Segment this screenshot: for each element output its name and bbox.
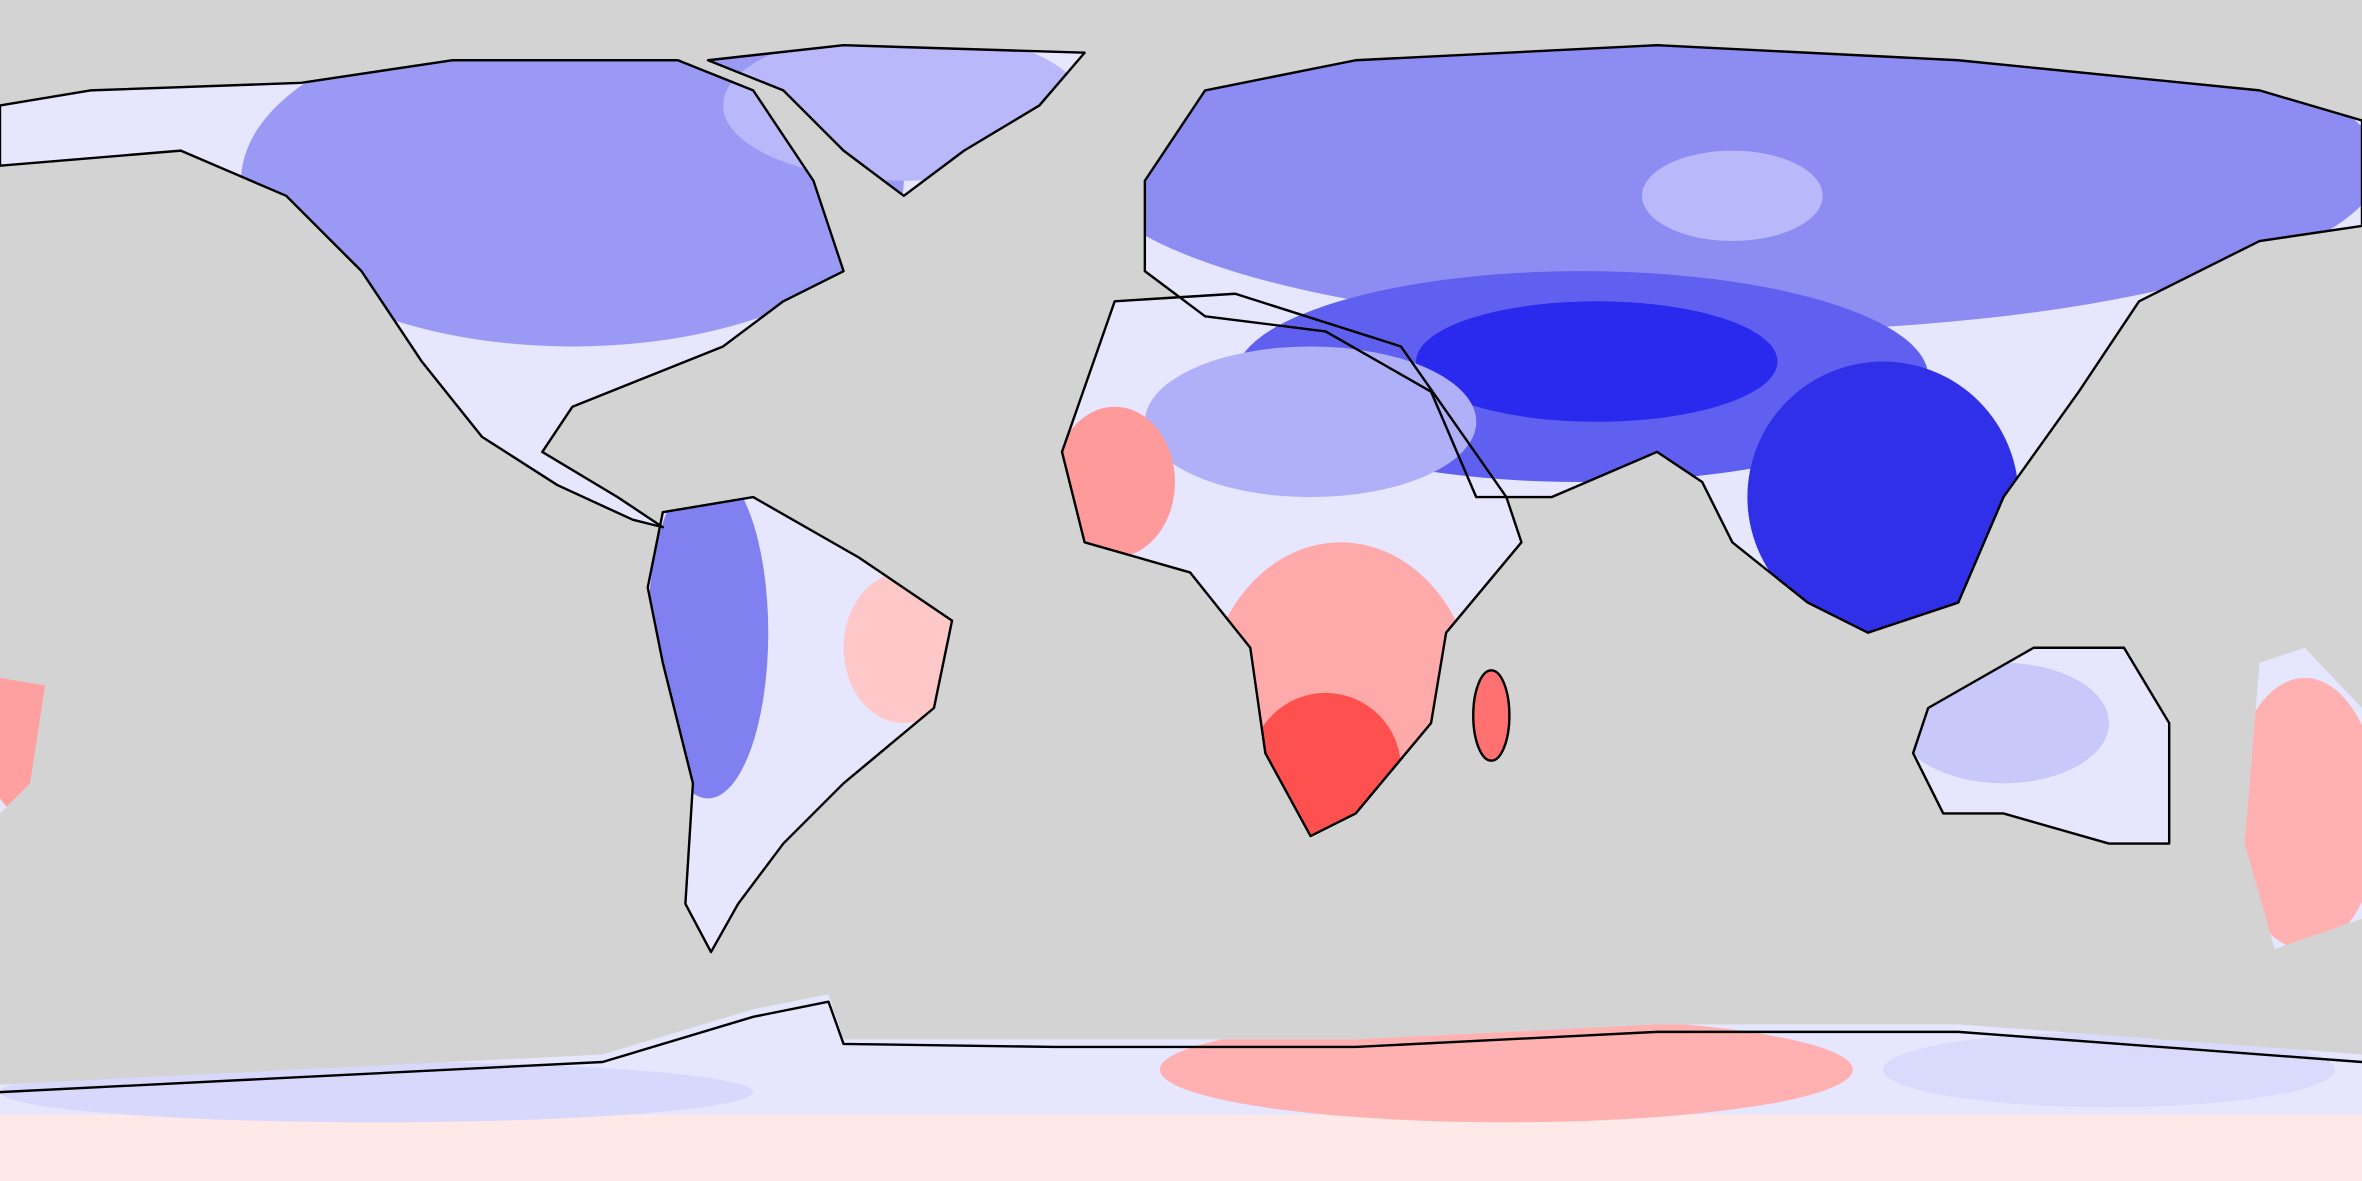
field-blob <box>2229 677 2362 950</box>
field-blob <box>843 572 965 724</box>
field-blob <box>647 466 769 799</box>
field-blob <box>0 1114 2362 1181</box>
field-blob <box>1747 361 2019 633</box>
field-blob <box>0 1061 754 1123</box>
field-blob <box>1415 301 1778 422</box>
field-blob <box>1641 150 1823 242</box>
field-blob <box>1054 406 1175 558</box>
field-blob <box>1144 346 1477 498</box>
coastline <box>0 1000 2362 1094</box>
coastlines <box>0 43 2362 1094</box>
field-blob <box>1470 667 1513 764</box>
field-blob <box>1159 1016 1853 1123</box>
